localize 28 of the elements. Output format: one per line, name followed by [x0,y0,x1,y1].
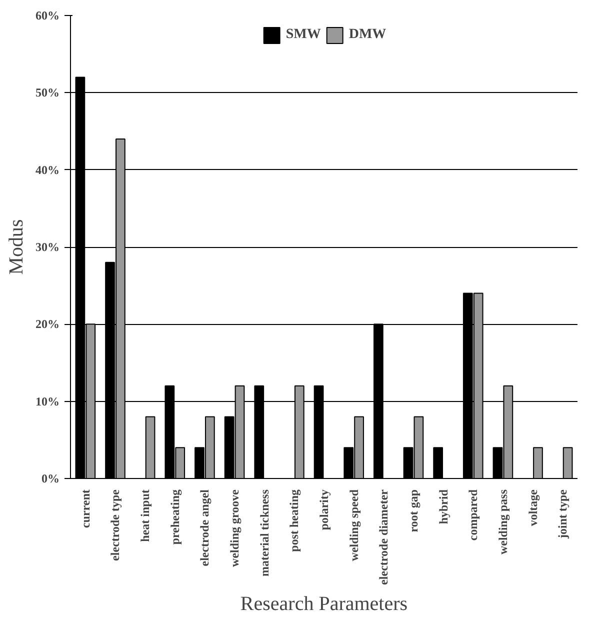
x-tick-label: compared [466,489,480,541]
x-tick-label: electrode type [108,488,122,561]
x-tick-label: hybrid [436,489,450,524]
x-tick-label: electrode angel [198,488,212,566]
x-tick-label: electrode diameter [376,488,391,585]
y-tick-label: 20% [36,317,60,332]
y-tick-label: 10% [36,394,60,408]
x-tick-label: voltage [526,488,540,526]
x-tick-label: current [78,489,92,528]
x-tick-label: heat input [138,489,152,542]
x-tick-label: material tickness [257,489,272,576]
x-axis-title: Research Parameters [240,592,408,615]
x-tick-label: joint type [556,488,570,540]
y-tick-label: 50% [36,86,60,100]
legend-label: SMW [286,27,321,43]
x-tick-label: welding speed [346,489,361,562]
x-tick-label: root gap [406,489,420,532]
y-axis-title: Modus [6,219,28,275]
y-tick-label: 0% [42,472,60,486]
x-tick-label: post heating [287,490,302,552]
x-tick-label: welding pass [496,489,510,555]
legend-label: DMW [348,27,386,43]
x-tick-label: welding groove [228,488,242,567]
x-tick-label: polarity [317,489,331,530]
x-tick-label: preheating [168,489,182,545]
y-tick-label: 60% [36,8,60,22]
y-tick-label: 30% [36,240,60,254]
y-tick-label: 40% [36,162,60,177]
